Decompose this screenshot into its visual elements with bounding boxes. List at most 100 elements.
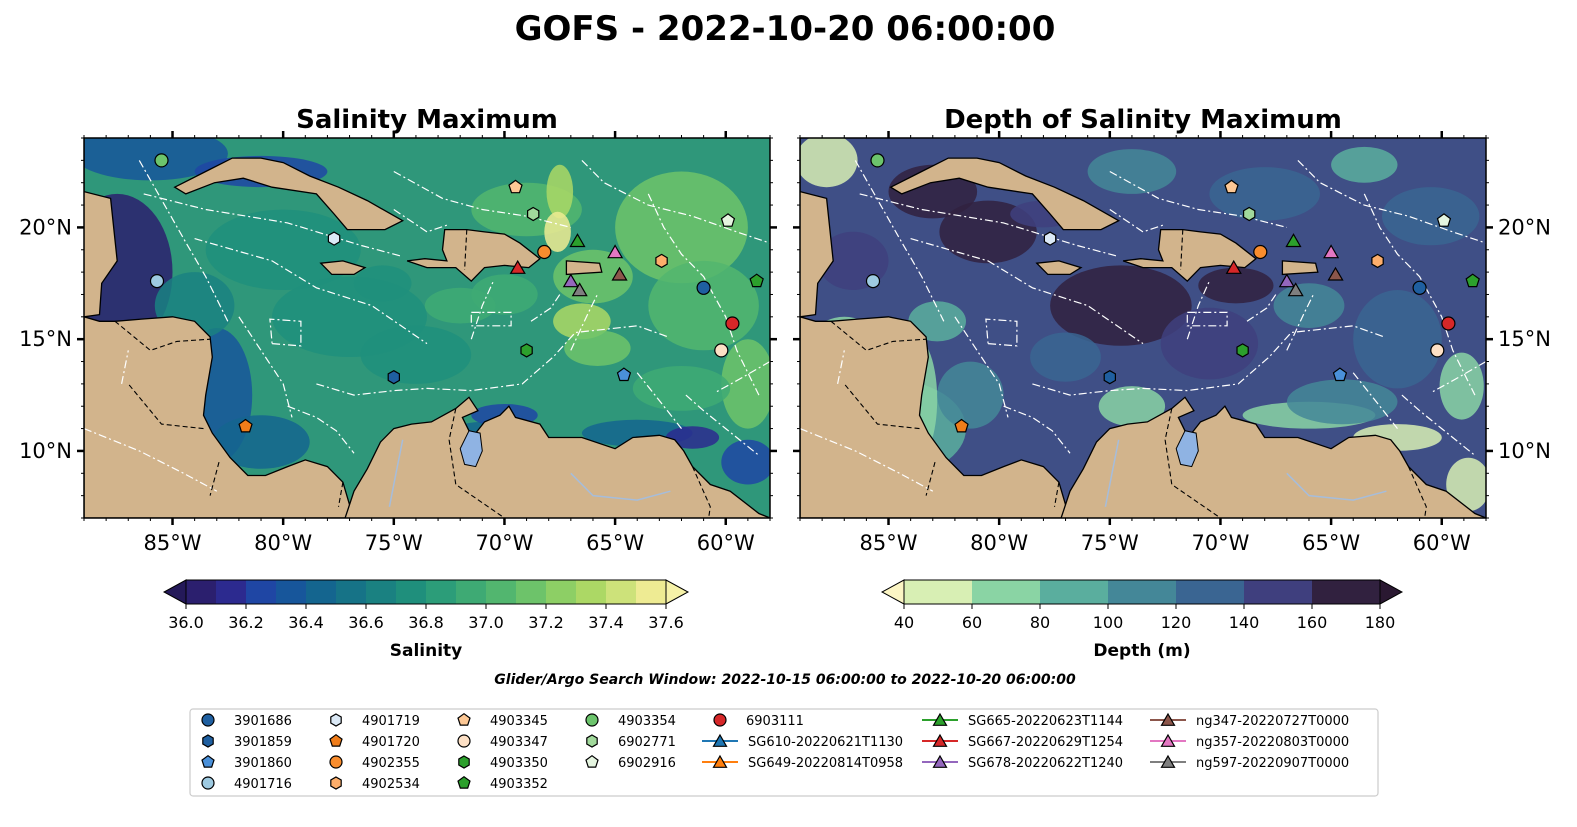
- field-patch: [353, 265, 412, 302]
- eez-line: [287, 405, 355, 454]
- field-patch: [615, 171, 748, 284]
- xtick-label: 65°W: [586, 531, 644, 555]
- land-puertoRico: [1281, 260, 1319, 276]
- field-patch: [1050, 265, 1192, 346]
- country-border: [464, 229, 468, 270]
- legend-label: 4902355: [362, 756, 420, 771]
- colorbar-segment: [306, 580, 337, 604]
- map-frame: [83, 137, 771, 519]
- colorbar-label-salinity: Salinity: [390, 641, 463, 661]
- eez-line: [138, 160, 229, 322]
- field-patch: [1446, 457, 1486, 512]
- legend-item: 4903345: [457, 712, 548, 729]
- xtick-label: 85°W: [144, 531, 202, 555]
- eez-line: [714, 360, 770, 394]
- marker-4901716: [149, 274, 165, 289]
- legend-marker: [330, 776, 342, 790]
- colorbar-tick-label: 36.8: [408, 613, 444, 632]
- colorbar-tick-label: 180: [1365, 613, 1396, 632]
- marker-SG678-20220622T1240: [1278, 273, 1295, 288]
- colorbar-segment: [1244, 580, 1313, 604]
- legend-item: ng357-20220803T0000: [1150, 733, 1349, 750]
- colorbar-tick-label: 100: [1093, 613, 1124, 632]
- float-markers: [865, 153, 1480, 433]
- marker-4903345: [508, 179, 523, 194]
- country-border: [448, 408, 505, 518]
- land-centralAmerica: [84, 138, 118, 518]
- field-patch: [1286, 379, 1398, 425]
- marker-ng357-20220803T0000: [1323, 244, 1340, 259]
- legend-item: SG667-20220629T1254: [922, 733, 1123, 750]
- colorbar-segment: [1108, 580, 1177, 604]
- marker-4902534: [655, 253, 668, 269]
- xtick-label: 60°W: [697, 531, 755, 555]
- eez-line: [470, 280, 494, 340]
- colorbar-segment: [546, 580, 577, 604]
- land-hispaniola: [1122, 228, 1257, 282]
- colorbar-tick-label: 36.0: [168, 613, 204, 632]
- colorbar-segment: [186, 580, 217, 604]
- marker-6902771: [526, 206, 540, 222]
- eez-line: [1186, 311, 1228, 327]
- land-hispaniola: [406, 228, 541, 282]
- country-border: [1180, 229, 1184, 270]
- marker-ng347-20220727T0000: [611, 266, 628, 281]
- legend-marker: [202, 734, 214, 748]
- legend-item: 4903352: [457, 775, 548, 792]
- country-border: [691, 466, 711, 518]
- field-patch: [1209, 167, 1320, 221]
- colorbar-segment: [456, 580, 487, 604]
- country-border: [843, 383, 920, 430]
- colorbar-segment: [606, 580, 637, 604]
- eez-line: [647, 193, 760, 396]
- legend-label: 4901719: [362, 714, 420, 729]
- ytick-label: 20°N: [1498, 215, 1551, 239]
- field-patch: [648, 260, 759, 351]
- colorbar-segment: [396, 580, 427, 604]
- eez-line: [581, 159, 770, 244]
- search-window-note: Glider/Argo Search Window: 2022-10-15 06…: [494, 672, 1076, 688]
- legend-label: SG667-20220629T1254: [968, 735, 1123, 750]
- legend-marker: [457, 712, 471, 726]
- legend-label: ng357-20220803T0000: [1196, 735, 1349, 750]
- ytick-label: 15°N: [19, 327, 72, 351]
- ytick-label: 10°N: [1498, 439, 1551, 463]
- legend-item: SG649-20220814T0958: [702, 754, 903, 771]
- xtick-label: 60°W: [1413, 531, 1471, 555]
- marker-SG667-20220629T1254: [509, 259, 526, 274]
- marker-4901719: [327, 231, 341, 246]
- colorbar-tick-label: 37.0: [468, 613, 504, 632]
- legend-frame: [189, 708, 1379, 797]
- field-patch: [544, 211, 571, 252]
- eez-line: [685, 394, 760, 456]
- field-patch: [1198, 267, 1274, 304]
- marker-6902916: [1436, 213, 1452, 227]
- xtick-label: 75°W: [1081, 531, 1139, 555]
- land-ca2: [84, 316, 355, 518]
- salinity-colorbar: 36.0 36.2 36.4 36.6 36.8 37.0 37.2 37.4 37.6: [162, 579, 690, 632]
- eez-line: [1286, 294, 1314, 351]
- marker-3901859: [1103, 370, 1117, 385]
- marker-SG678-20220622T1240: [562, 273, 579, 288]
- eez-line: [393, 170, 571, 228]
- marker-4903352: [1465, 273, 1480, 288]
- colorbar-segment: [904, 580, 973, 604]
- colorbar-segment: [636, 580, 667, 604]
- marker-3901860: [1332, 367, 1348, 382]
- eez-line: [143, 193, 403, 258]
- legend-label: 6903111: [746, 714, 804, 729]
- field-patch: [1030, 332, 1101, 382]
- legend-item: 6902916: [585, 754, 676, 771]
- land-jamaica: [319, 260, 367, 276]
- colorbar-segment: [516, 580, 547, 604]
- colorbar-extend-low: [162, 579, 187, 605]
- legend-label: 4903354: [618, 714, 676, 729]
- colorbar-extend-low: [880, 579, 905, 605]
- legend-label: SG649-20220814T0958: [748, 756, 903, 771]
- colorbar-tick-label: 36.4: [288, 613, 324, 632]
- legend: 3901686 3901859 3901860 4901716 4901719 49017…: [201, 712, 1349, 792]
- marker-3901686: [1412, 280, 1427, 295]
- legend-marker: [585, 754, 599, 768]
- marker-4903354: [154, 153, 169, 168]
